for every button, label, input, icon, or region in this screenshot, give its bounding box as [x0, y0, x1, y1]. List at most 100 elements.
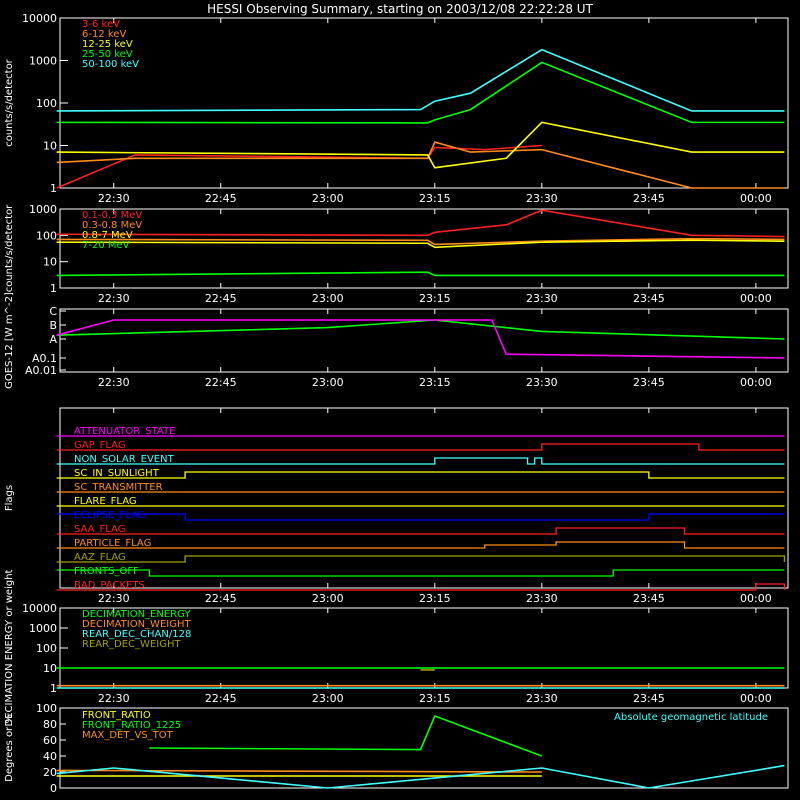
flag-label: ECLIPSE_FLAG [74, 510, 145, 521]
y-tick-label: B [49, 319, 57, 332]
x-tick-label: 22:30 [98, 376, 130, 389]
x-tick-label: 00:00 [740, 292, 772, 305]
x-tick-label: 23:45 [633, 292, 665, 305]
y-tick-label: A0.1 [32, 352, 57, 365]
series-0-1-0-3-mev [56, 209, 785, 238]
x-tick-label: 22:45 [205, 592, 237, 605]
x-tick-label: 00:00 [740, 376, 772, 389]
x-tick-label: 23:45 [633, 592, 665, 605]
legend-entry: 0.3-0.8 MeV [82, 220, 142, 231]
x-tick-label: 22:45 [205, 192, 237, 205]
legend-entry: 7-20 MeV [82, 240, 130, 251]
legend-entry: DECIMATION_WEIGHT [82, 619, 191, 630]
x-tick-label: 23:45 [633, 376, 665, 389]
panel2-frame [59, 208, 789, 289]
panel1-ylabel: counts/s/detector [4, 58, 15, 146]
panel2-panel: 22:30 22:45 23:00 23:15 23:30 23:45 00:00 count… [4, 203, 789, 305]
series-front-ratio-1225 [149, 714, 543, 757]
y-tick-label: 10 [43, 256, 57, 269]
x-tick-label: 23:30 [526, 592, 558, 605]
y-tick-label: 0 [50, 782, 57, 795]
x-tick-label: 23:45 [633, 692, 665, 705]
x-tick-label: 22:30 [98, 592, 130, 605]
panel4-ylabel: Flags [4, 485, 15, 511]
y-tick-label: A [49, 333, 57, 346]
y-tick-label: 10 [43, 140, 57, 153]
series-0-3-0-8-mev [56, 237, 785, 246]
legend-entry: 0.1-0.3 MeV [82, 210, 142, 221]
panel3-frame [59, 308, 789, 373]
x-tick-label: 00:00 [740, 192, 772, 205]
flag-label: GAP_FLAG [74, 440, 126, 451]
y-tick-label: 60 [43, 734, 57, 747]
x-tick-label: 23:15 [419, 376, 451, 389]
flag-label: ATTENUATOR_STATE [74, 426, 175, 437]
x-tick-label: 23:30 [526, 192, 558, 205]
legend-entry: FRONT_RATIO [82, 710, 151, 721]
y-tick-label: 100 [36, 642, 57, 655]
y-tick-label: 20 [43, 766, 57, 779]
y-tick-label: 40 [43, 750, 57, 763]
panel6-panel: Degrees or % 0 20 40 60 80 100 FRONT_RATIOFRONT… [4, 702, 789, 795]
y-tick-label: 1 [50, 682, 57, 695]
y-tick-label: A0.01 [25, 364, 57, 377]
x-tick-label: 23:30 [526, 692, 558, 705]
legend-entry: MAX_DET_VS_TOT [82, 730, 174, 741]
flag-gap-flag [56, 443, 785, 451]
flag-eclipse-flag [56, 513, 785, 521]
panel3-ylabel: GOES-12 [W m^-2] [4, 292, 15, 389]
y-tick-label: 1000 [29, 55, 57, 68]
panel4-panel: 22:30 22:45 23:00 23:15 23:30 23:45 00:00 Flags… [4, 407, 789, 605]
x-tick-label: 23:00 [312, 292, 344, 305]
series-3-6-kev [56, 144, 542, 189]
series-0-8-7-mev [56, 239, 785, 249]
y-tick-label: 1 [50, 182, 57, 195]
flag-label: SC_TRANSMITTER [74, 482, 163, 493]
x-tick-label: 22:30 [98, 692, 130, 705]
legend-entry: FRONT_RATIO_1225 [82, 720, 181, 731]
panel4-frame [59, 407, 789, 589]
legend-entry: 6-12 keV [82, 29, 126, 40]
legend-entry: REAR_DEC_CHAN/128 [82, 629, 191, 640]
x-tick-label: 23:15 [419, 292, 451, 305]
series-12-25-kev [56, 121, 785, 169]
x-tick-label: 23:15 [419, 192, 451, 205]
flag-label: PARTICLE_FLAG [74, 538, 151, 549]
y-tick-label: 100 [36, 702, 57, 715]
legend-entry: 3-6 keV [82, 19, 120, 30]
flag-aaz-flag [56, 555, 786, 563]
x-tick-label: 23:00 [312, 376, 344, 389]
x-tick-label: 00:00 [740, 692, 772, 705]
y-tick-label: 10000 [22, 12, 57, 25]
flag-bad-packets [56, 583, 786, 591]
panel2-ylabel: counts/s/detector [4, 204, 15, 292]
panel3-panel: 22:30 22:45 23:00 23:15 23:30 23:45 00:00 GOES-… [4, 292, 789, 389]
series-50-100-kev [56, 48, 785, 112]
y-tick-label: 1 [50, 282, 57, 295]
x-tick-label: 22:45 [205, 692, 237, 705]
x-tick-label: 23:00 [312, 692, 344, 705]
legend-entry: DECIMATION_ENERGY [82, 609, 191, 620]
x-tick-label: 23:15 [419, 592, 451, 605]
y-tick-label: 80 [43, 718, 57, 731]
legend-entry: REAR_DEC_WEIGHT [82, 639, 181, 650]
flag-sc-in-sunlight [56, 471, 785, 479]
series-6-12-kev [56, 141, 785, 189]
flag-non-solar-event [56, 457, 785, 465]
panel6-ylabel: Degrees or % [4, 714, 15, 782]
y-tick-label: 1000 [29, 622, 57, 635]
y-tick-label: C [49, 305, 57, 318]
flag-saa-flag [56, 527, 785, 535]
y-tick-label: 10000 [22, 602, 57, 615]
panel6-frame [59, 707, 789, 789]
flag-fronts-off [56, 569, 785, 577]
x-tick-label: 23:30 [526, 292, 558, 305]
legend-entry: 50-100 keV [82, 59, 139, 70]
x-tick-label: 22:30 [98, 292, 130, 305]
panel1-panel: 22:30 22:45 23:00 23:15 23:30 23:45 00:00 count… [4, 12, 789, 205]
x-tick-label: 22:45 [205, 292, 237, 305]
x-tick-label: 23:30 [526, 376, 558, 389]
x-tick-label: 23:15 [419, 692, 451, 705]
x-tick-label: 22:30 [98, 192, 130, 205]
